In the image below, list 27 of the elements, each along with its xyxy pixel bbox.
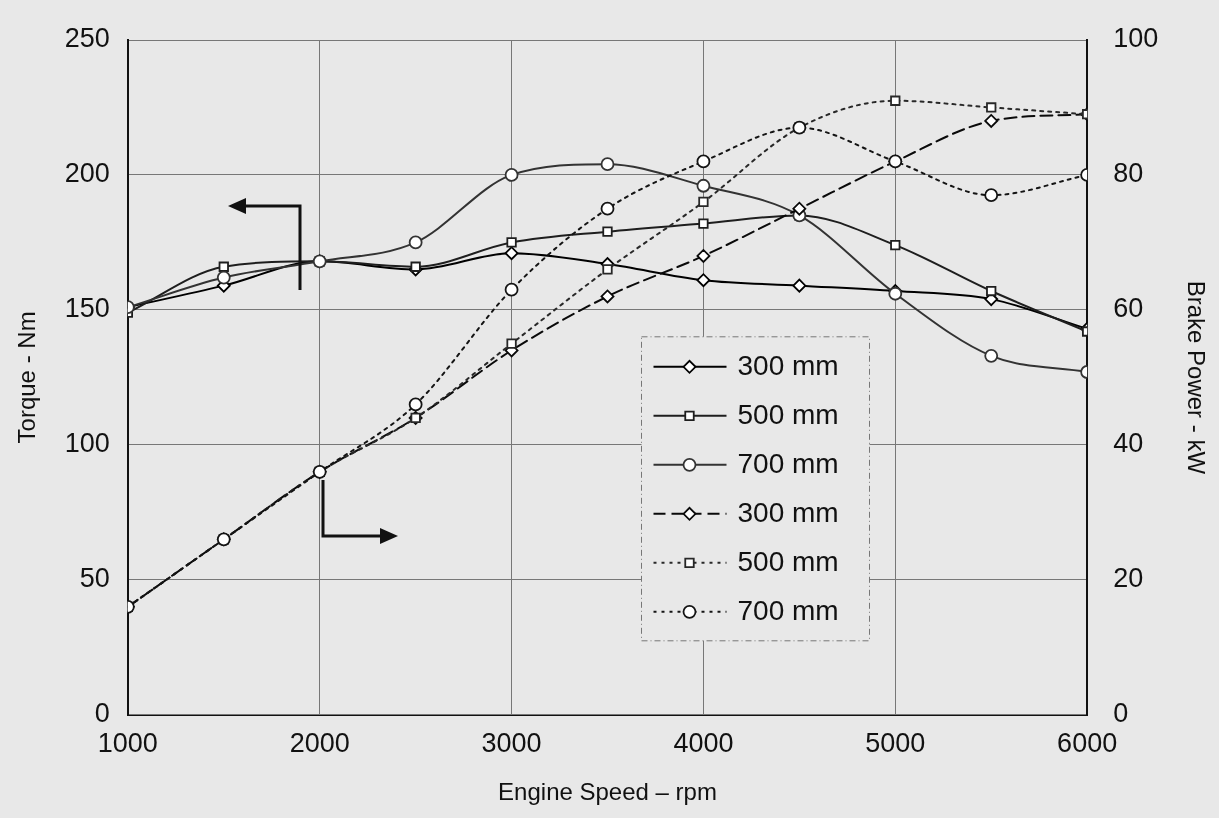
x-tick-label: 5000 bbox=[865, 728, 926, 759]
y2-tick-label: 20 bbox=[1113, 563, 1144, 594]
y-tick-label: 0 bbox=[94, 698, 110, 729]
y-tick-label: 250 bbox=[64, 23, 110, 54]
y-tick-label: 150 bbox=[64, 293, 110, 324]
x-tick-label: 1000 bbox=[97, 728, 158, 759]
y-tick-label: 50 bbox=[79, 563, 110, 594]
y-axis-title: Torque - Nm bbox=[13, 311, 41, 444]
legend-label: 700 mm bbox=[737, 594, 839, 626]
x-tick-label: 2000 bbox=[289, 728, 350, 759]
legend-label: 500 mm bbox=[737, 398, 839, 430]
x-tick-label: 3000 bbox=[481, 728, 542, 759]
legend-label: 300 mm bbox=[737, 496, 839, 528]
y-tick-label: 200 bbox=[64, 158, 110, 189]
legend-label: 300 mm bbox=[737, 349, 839, 381]
y-tick-label: 100 bbox=[64, 428, 110, 459]
y2-tick-label: 40 bbox=[1113, 428, 1144, 459]
legend-label: 500 mm bbox=[737, 545, 839, 577]
y2-axis-title: Brake Power - kW bbox=[1182, 280, 1210, 475]
x-tick-label: 6000 bbox=[1057, 728, 1118, 759]
x-tick-label: 4000 bbox=[673, 728, 734, 759]
y2-tick-label: 60 bbox=[1113, 293, 1144, 324]
legend-label: 700 mm bbox=[737, 447, 839, 479]
y2-tick-label: 80 bbox=[1113, 158, 1144, 189]
y2-tick-label: 100 bbox=[1113, 23, 1159, 54]
x-axis-title: Engine Speed – rpm bbox=[498, 778, 717, 806]
y2-tick-label: 0 bbox=[1113, 698, 1129, 729]
